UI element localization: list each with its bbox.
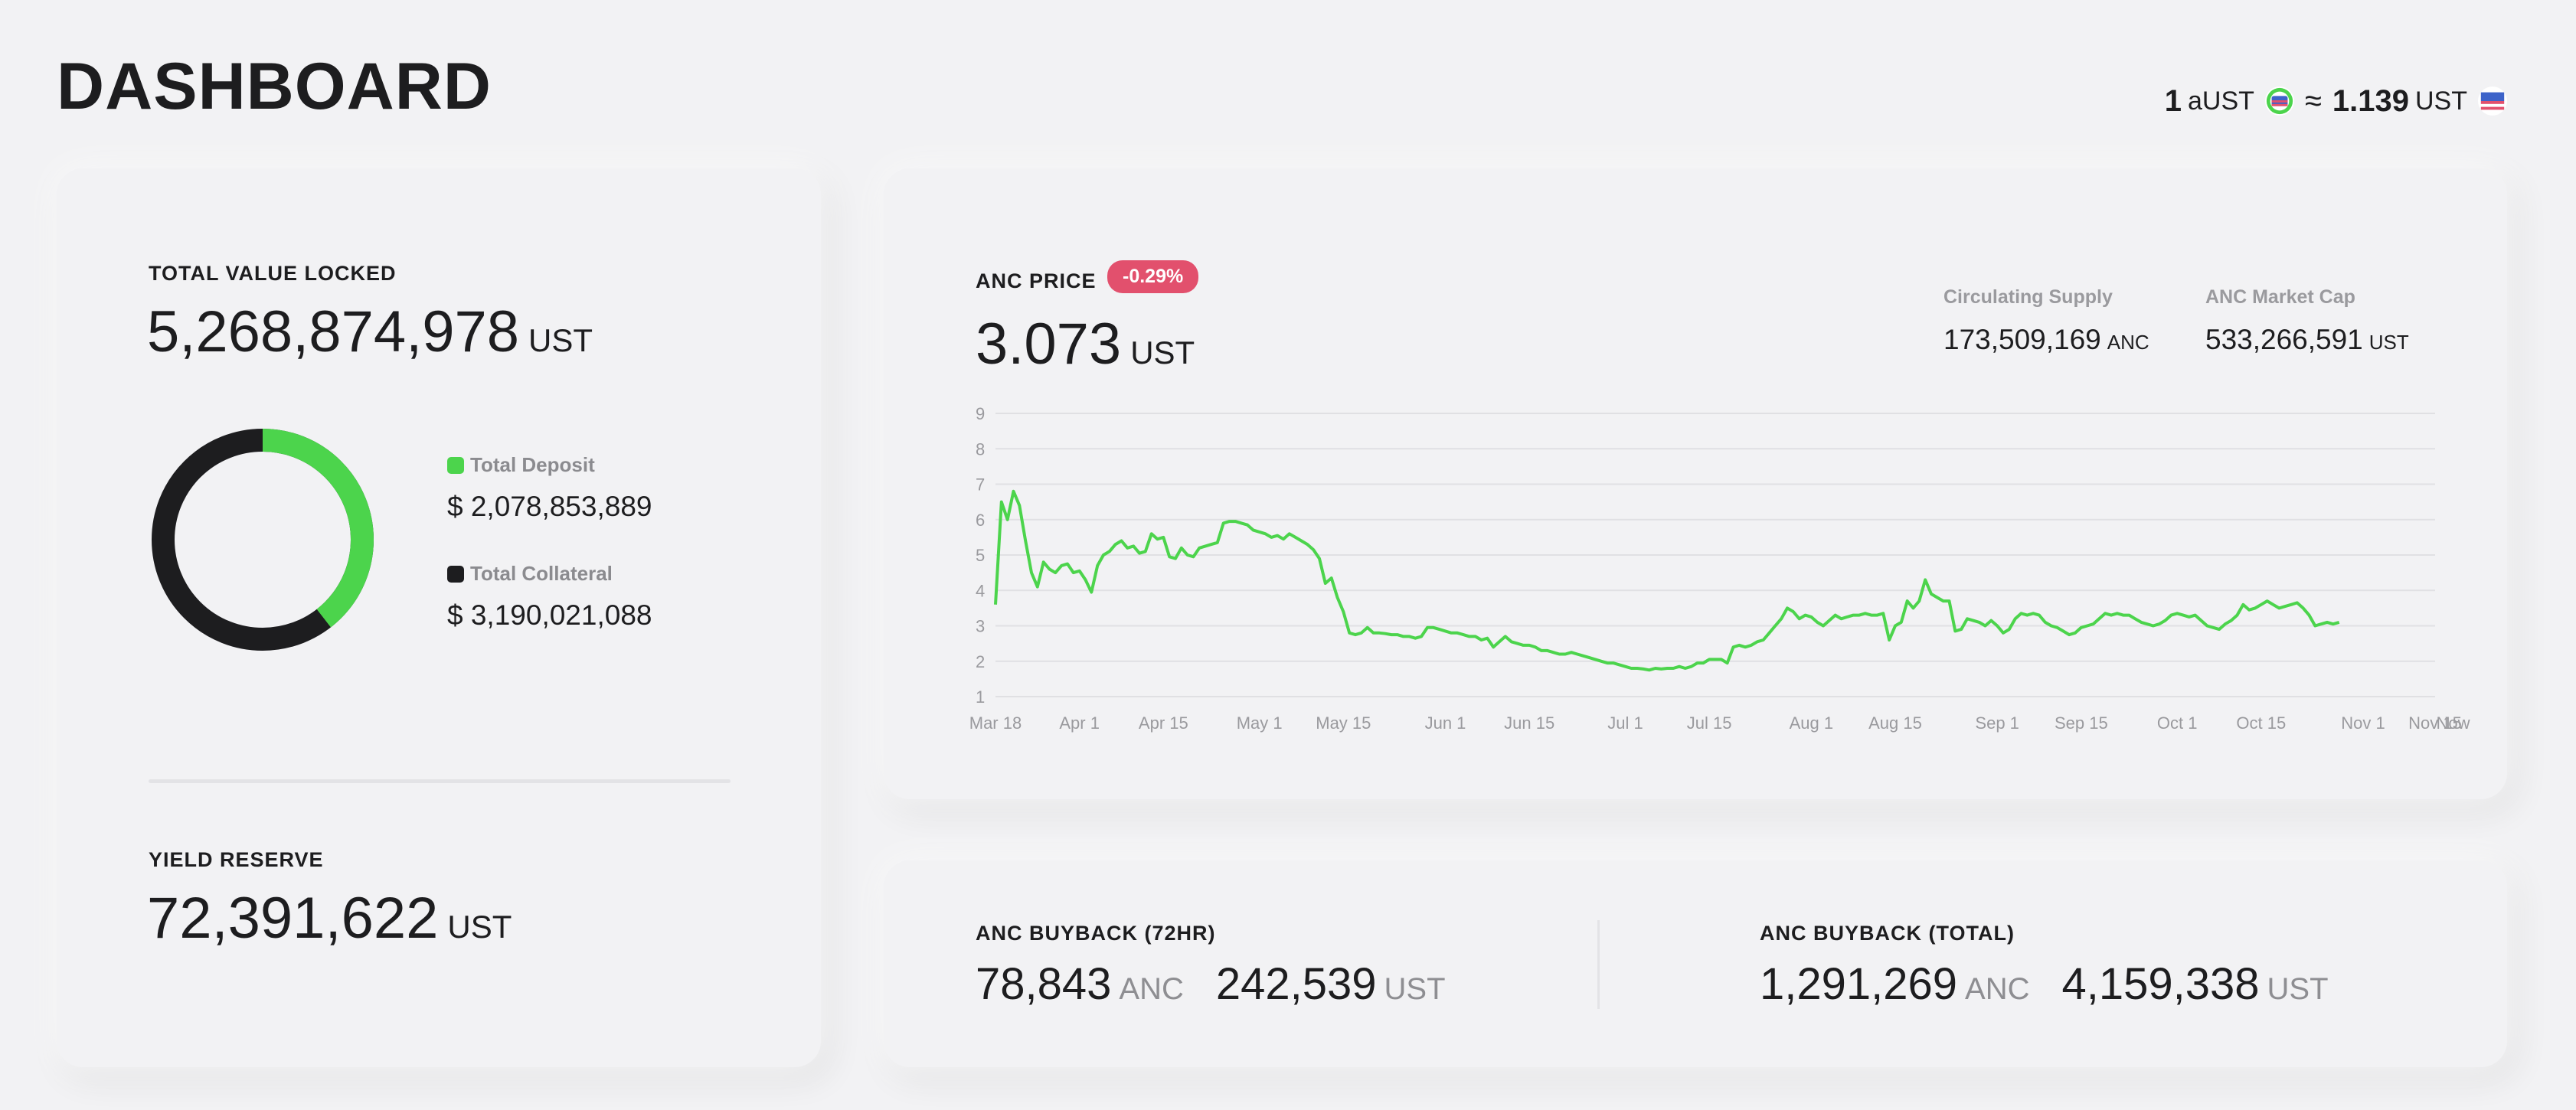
market-cap: ANC Market Cap 533,266,591 UST (2205, 286, 2409, 356)
x-tick-label: Mar 18 (969, 713, 1022, 733)
exchange-rate: 1 aUST ≈ 1.139 UST (2165, 86, 2507, 116)
yield-unit: UST (447, 909, 512, 945)
cap-unit: UST (2368, 331, 2409, 354)
x-tick-label: Nov 1 (2341, 713, 2385, 733)
cap-value: 533,266,591 (2205, 324, 2363, 355)
tvl-divider (149, 779, 731, 783)
legend-deposit: Total Deposit $ 2,078,853,889 (447, 453, 652, 523)
rate-right-amount: 1.139 (2332, 84, 2409, 118)
y-tick-label: 5 (976, 546, 985, 565)
buyback-total-ust-unit: UST (2267, 972, 2329, 1006)
x-tick-label: Jun 1 (1425, 713, 1466, 733)
buyback-total-anc-unit: ANC (1965, 972, 2030, 1006)
x-tick-label: May 15 (1316, 713, 1371, 733)
yield-amount: 72,391,622 (147, 886, 439, 951)
yield-label: YIELD RESERVE (149, 848, 324, 871)
buyback-total-ust: 4,159,338 (2061, 959, 2260, 1009)
yield-value: 72,391,622 UST (147, 890, 512, 948)
anc-price-amount: 3.073 (976, 312, 1122, 377)
buyback-total-label: ANC BUYBACK (TOTAL) (1760, 922, 2015, 945)
deposit-label: Total Deposit (470, 453, 595, 476)
x-tick-label: Apr 15 (1139, 713, 1188, 733)
circulating-supply: Circulating Supply 173,509,169 ANC (1943, 286, 2149, 356)
anc-price-card: ANC PRICE -0.29% 3.073 UST Circulating Su… (884, 168, 2507, 799)
y-tick-label: 8 (976, 439, 985, 459)
anc-price-value: 3.073 UST (976, 315, 1195, 374)
tvl-card: TOTAL VALUE LOCKED 5,268,874,978 UST Tota… (57, 168, 821, 1067)
collateral-value: $ 3,190,021,088 (447, 599, 652, 631)
supply-value: 173,509,169 (1943, 324, 2101, 355)
tvl-donut-chart (152, 429, 374, 651)
rate-left-unit: aUST (2188, 87, 2254, 116)
x-tick-label: Sep 15 (2055, 713, 2108, 733)
price-line (994, 489, 2340, 672)
x-tick-label: Nov 15 (2408, 713, 2462, 733)
buyback-72hr-label: ANC BUYBACK (72HR) (976, 922, 1216, 945)
buyback-divider (1597, 920, 1600, 1009)
price-change-badge: -0.29% (1107, 260, 1199, 293)
rate-left-amount: 1 (2164, 84, 2182, 118)
supply-unit: ANC (2107, 331, 2149, 354)
tvl-amount: 5,268,874,978 (147, 299, 520, 364)
tvl-value: 5,268,874,978 UST (147, 303, 593, 361)
cap-label: ANC Market Cap (2205, 286, 2355, 308)
x-tick-label: Aug 1 (1790, 713, 1834, 733)
anc-price-label: ANC PRICE (976, 269, 1097, 292)
x-tick-label: Now (2436, 713, 2470, 733)
donut-deposit-arc (152, 429, 374, 651)
x-tick-label: Jul 1 (1607, 713, 1643, 733)
y-tick-label: 4 (976, 581, 985, 600)
x-tick-label: Jun 15 (1504, 713, 1554, 733)
deposit-value: $ 2,078,853,889 (447, 491, 652, 522)
x-tick-label: Apr 1 (1059, 713, 1100, 733)
rate-right-unit: UST (2415, 87, 2467, 116)
deposit-swatch (447, 456, 464, 474)
tvl-label: TOTAL VALUE LOCKED (149, 262, 397, 285)
x-tick-label: May 1 (1237, 713, 1283, 733)
collateral-swatch (447, 565, 464, 583)
buyback-72hr-anc: 78,843 (976, 959, 1112, 1009)
anc-price-chart: 1 2 3 4 5 6 7 8 9 Mar 18 Apr 1 Apr 15 May 1 May 15 Jun… (969, 404, 2470, 733)
collateral-label: Total Collateral (470, 562, 613, 585)
y-tick-label: 1 (976, 687, 985, 707)
y-tick-label: 6 (976, 511, 985, 530)
y-tick-label: 7 (976, 475, 985, 495)
y-tick-label: 2 (976, 652, 985, 671)
buyback-72hr-ust: 242,539 (1215, 959, 1377, 1009)
supply-label: Circulating Supply (1943, 286, 2113, 308)
buyback-72hr-anc-unit: ANC (1119, 972, 1184, 1006)
x-tick-label: Sep 1 (1975, 713, 2019, 733)
buyback-72hr-ust-unit: UST (1384, 972, 1446, 1006)
x-tick-label: Oct 1 (2157, 713, 2198, 733)
anc-price-unit: UST (1130, 335, 1195, 371)
ust-coin-icon (2478, 87, 2507, 116)
buyback-card: ANC BUYBACK (72HR) 78,843 ANC 242,539 US… (884, 860, 2507, 1067)
tvl-unit: UST (528, 322, 593, 358)
legend-collateral: Total Collateral $ 3,190,021,088 (447, 562, 652, 632)
x-tick-label: Aug 15 (1868, 713, 1922, 733)
aust-coin-icon (2264, 87, 2294, 116)
rate-approx-sign: ≈ (2304, 84, 2322, 118)
x-tick-label: Jul 15 (1687, 713, 1732, 733)
y-tick-label: 9 (976, 404, 985, 423)
buyback-total-anc: 1,291,269 (1760, 959, 1958, 1009)
y-tick-label: 3 (976, 617, 985, 636)
page-title: DASHBOARD (57, 50, 492, 123)
x-tick-label: Oct 15 (2236, 713, 2286, 733)
